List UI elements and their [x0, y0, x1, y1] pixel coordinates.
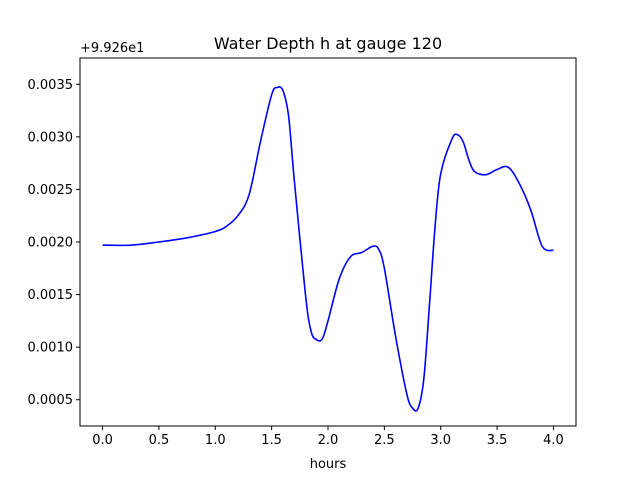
x-tick-label-0: 0.0 — [92, 433, 113, 448]
y-tick-label-6: 0.0035 — [28, 78, 74, 93]
y-tick-label-0: 0.0005 — [28, 393, 74, 408]
series-line-0 — [102, 86, 554, 412]
x-tick-label-7: 3.5 — [487, 433, 508, 448]
y-tick-label-5: 0.0030 — [28, 130, 74, 145]
x-tick-label-5: 2.5 — [374, 433, 395, 448]
x-axis-label: hours — [310, 457, 347, 472]
y-tick-label-3: 0.0020 — [28, 236, 74, 251]
x-tick-label-2: 1.0 — [205, 433, 226, 448]
x-tick-label-3: 1.5 — [261, 433, 282, 448]
y-tick-label-2: 0.0015 — [28, 288, 74, 303]
x-tick-label-1: 0.5 — [149, 433, 170, 448]
x-tick-label-6: 3.0 — [430, 433, 451, 448]
plot-area: 0.0 0.5 1.0 1.5 2.0 2.5 3.0 3.5 4.0 0.0005 0.0010 0… — [28, 57, 577, 448]
x-tick-label-4: 2.0 — [318, 433, 339, 448]
y-tick-label-1: 0.0010 — [28, 341, 74, 356]
y-tick-label-4: 0.0025 — [28, 183, 74, 198]
x-tick-label-8: 4.0 — [543, 433, 564, 448]
y-offset-label: +9.926e1 — [80, 41, 144, 56]
chart-title: Water Depth h at gauge 120 — [214, 34, 442, 53]
